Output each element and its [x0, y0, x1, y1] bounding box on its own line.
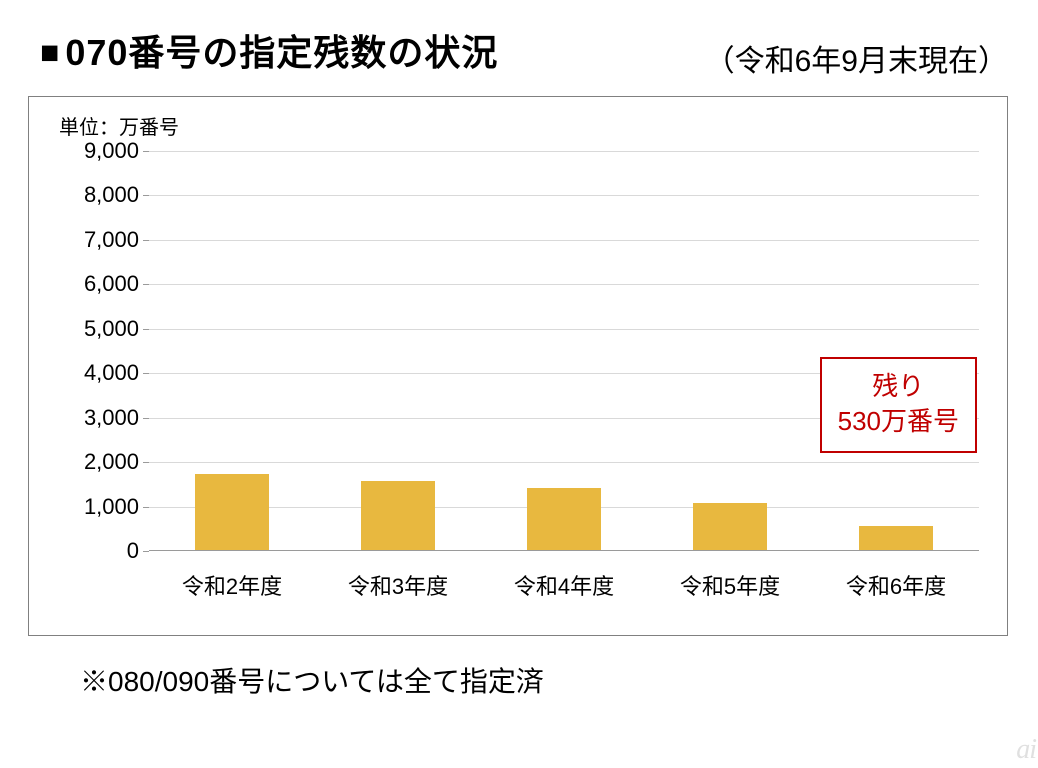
ytick-label: 3,000 — [39, 405, 139, 431]
ytick-label: 5,000 — [39, 316, 139, 342]
xtick-label: 令和6年度 — [846, 569, 946, 601]
chart-frame: 単位：万番号 01,0002,0003,0004,0005,0006,0007,… — [28, 96, 1008, 636]
ytick-mark — [143, 284, 149, 285]
gridline — [149, 462, 979, 463]
callout-line-1: 残り — [838, 369, 959, 404]
bar — [527, 488, 602, 550]
ytick-label: 7,000 — [39, 227, 139, 253]
bar — [195, 474, 270, 550]
callout-line-2: 530万番号 — [838, 404, 959, 439]
bar — [693, 503, 768, 550]
ytick-mark — [143, 240, 149, 241]
ytick-label: 4,000 — [39, 360, 139, 386]
ytick-mark — [143, 151, 149, 152]
page-subtitle: （令和6年9月末現在） — [705, 36, 1008, 80]
xtick-label: 令和4年度 — [514, 569, 614, 601]
watermark: ai — [1016, 734, 1036, 766]
xtick-label: 令和3年度 — [348, 569, 448, 601]
gridline — [149, 195, 979, 196]
gridline — [149, 284, 979, 285]
footnote: ※080/090番号については全て指定済 — [80, 660, 544, 700]
xtick-label: 令和2年度 — [182, 569, 282, 601]
ytick-mark — [143, 551, 149, 552]
gridline — [149, 329, 979, 330]
bar — [361, 481, 436, 550]
ytick-mark — [143, 195, 149, 196]
ytick-label: 8,000 — [39, 182, 139, 208]
ytick-mark — [143, 329, 149, 330]
ytick-label: 1,000 — [39, 494, 139, 520]
xtick-label: 令和5年度 — [680, 569, 780, 601]
page-title: 070番号の指定残数の状況 — [65, 24, 498, 76]
ytick-label: 9,000 — [39, 138, 139, 164]
ytick-mark — [143, 418, 149, 419]
chart-unit-label: 単位：万番号 — [59, 111, 179, 140]
chart-plot-area: 01,0002,0003,0004,0005,0006,0007,0008,00… — [149, 151, 979, 551]
gridline — [149, 151, 979, 152]
ytick-mark — [143, 373, 149, 374]
ytick-mark — [143, 462, 149, 463]
ytick-label: 0 — [39, 538, 139, 564]
x-axis-line — [149, 550, 979, 551]
bar — [859, 526, 934, 550]
title-bullet: ■ — [40, 36, 59, 68]
gridline — [149, 240, 979, 241]
ytick-label: 6,000 — [39, 271, 139, 297]
ytick-mark — [143, 507, 149, 508]
ytick-label: 2,000 — [39, 449, 139, 475]
callout-box: 残り 530万番号 — [820, 357, 977, 453]
